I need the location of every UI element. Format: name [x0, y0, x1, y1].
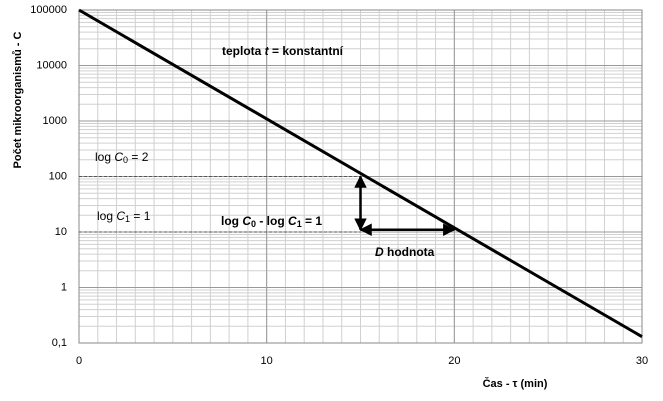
- annotation-part: t: [265, 44, 270, 58]
- y-axis-title: Počet mikroorganismů - C: [12, 31, 24, 168]
- x-tick-label: 10: [261, 355, 273, 367]
- annotation-part: D: [375, 245, 384, 259]
- y-tick-label: 1: [61, 281, 67, 293]
- annotation-part: 1: [125, 214, 130, 224]
- y-tick-label: 10000: [36, 59, 67, 71]
- annotation-part: = 1: [302, 214, 323, 228]
- annotation-part: C: [242, 214, 251, 228]
- annotation-part: C: [288, 214, 297, 228]
- y-tick-label: 100: [49, 170, 67, 182]
- annotation: log C0 = 2: [95, 150, 149, 165]
- x-tick-label: 20: [448, 355, 460, 367]
- y-tick-label: 100000: [30, 4, 67, 16]
- annotation: log C0 - log C1 = 1: [221, 214, 322, 229]
- annotation: log C1 = 1: [97, 209, 151, 224]
- annotation-part: = 2: [128, 150, 149, 164]
- data-line: [78, 8, 643, 338]
- annotation-part: C: [114, 150, 123, 164]
- x-axis-title: Čas - τ (min): [483, 377, 548, 390]
- x-tick-label: 30: [636, 355, 648, 367]
- annotation-part: - log: [256, 214, 288, 228]
- annotation: D hodnota: [375, 245, 435, 259]
- annotation-part: log: [97, 209, 116, 223]
- annotation-part: log: [221, 214, 242, 228]
- annotation: teplota t = konstantní: [222, 44, 344, 58]
- annotation-part: C: [116, 209, 125, 223]
- annotation-part: = konstantní: [269, 44, 344, 58]
- annotation-part: 1: [297, 219, 302, 229]
- annotation-part: 0: [123, 155, 128, 165]
- annotation-part: teplota: [222, 44, 265, 58]
- annotation-part: 0: [251, 219, 256, 229]
- y-tick-label: 1000: [43, 115, 67, 127]
- x-tick-label: 0: [76, 355, 82, 367]
- annotation-part: = 1: [130, 209, 151, 223]
- y-tick-label: 0,1: [52, 337, 67, 349]
- annotation-part: hodnota: [384, 245, 435, 259]
- annotation-part: log: [95, 150, 114, 164]
- y-tick-label: 10: [55, 226, 67, 238]
